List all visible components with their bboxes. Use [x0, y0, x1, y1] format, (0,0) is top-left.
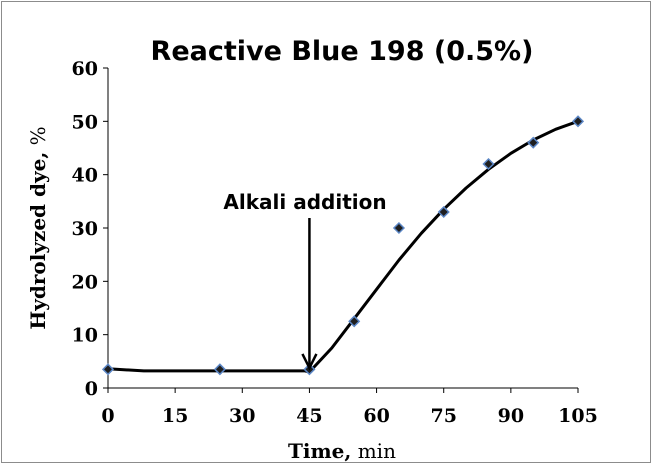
data-point-marker — [527, 136, 540, 149]
svg-text:Hydrolyzed dye, %: Hydrolyzed dye, % — [26, 126, 50, 329]
data-point-marker — [348, 315, 361, 328]
y-tick-label: 40 — [72, 165, 98, 187]
y-tick-label: 60 — [72, 58, 98, 80]
x-axis-title-main: Time, — [288, 439, 351, 463]
data-point-marker — [213, 363, 226, 376]
x-tick-label: 30 — [229, 405, 255, 427]
data-point-marker — [437, 205, 450, 219]
trend-line-group — [106, 119, 580, 374]
x-tick-label: 75 — [430, 405, 456, 427]
axes: 0 10 20 30 40 50 60 0 15 30 45 60 75 90 105 — [72, 58, 598, 427]
x-tick-label: 60 — [363, 405, 389, 427]
annotation-label: Alkali addition — [223, 190, 386, 214]
data-point-marker — [571, 115, 585, 128]
y-tick-label: 20 — [72, 271, 98, 293]
chart-title: Reactive Blue 198 (0.5%) — [151, 36, 534, 67]
x-tick-label: 15 — [162, 405, 188, 427]
trend-line — [106, 119, 580, 374]
x-tick-label: 105 — [558, 405, 598, 427]
annotation-arrow-head — [301, 353, 318, 371]
data-point-marker — [392, 221, 406, 235]
x-axis-title-unit: min — [351, 439, 396, 463]
x-tick-label: 90 — [498, 405, 524, 427]
y-tick-label: 30 — [72, 218, 98, 240]
y-axis-title-unit: % — [26, 126, 50, 151]
y-tick-label: 0 — [85, 378, 98, 400]
annotation-group: Alkali addition — [223, 190, 387, 371]
y-tick-label: 10 — [72, 325, 98, 347]
data-point-marker — [101, 363, 115, 376]
y-axis-title: Hydrolyzed dye, % — [26, 126, 50, 329]
y-tick-label: 50 — [72, 111, 98, 133]
y-axis-title-main: Hydrolyzed dye, — [26, 152, 50, 330]
data-point-marker — [482, 157, 495, 171]
x-tick-label: 45 — [296, 405, 322, 427]
x-tick-label: 0 — [101, 405, 114, 427]
x-axis-title: Time, min — [288, 439, 396, 463]
